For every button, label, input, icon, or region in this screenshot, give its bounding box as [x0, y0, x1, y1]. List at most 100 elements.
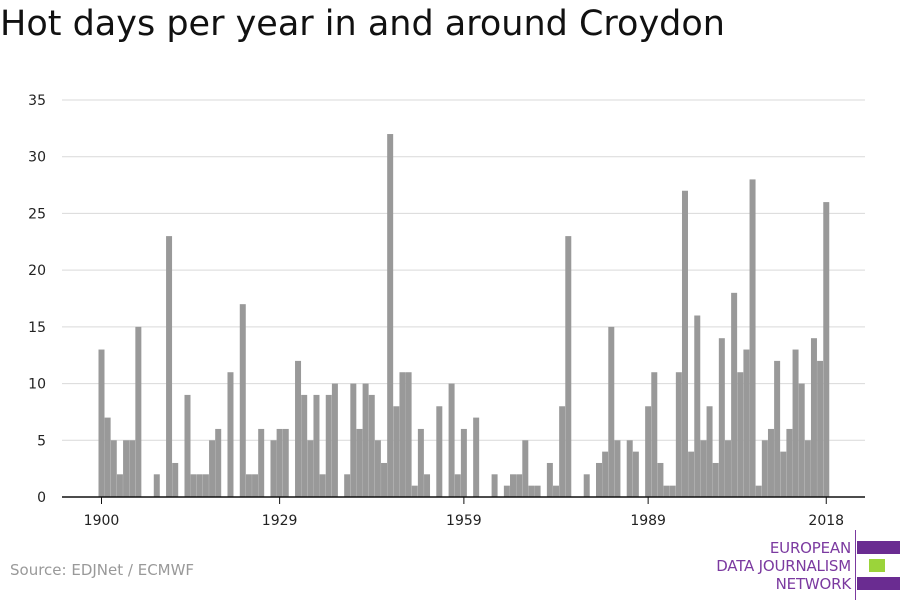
bar-1996: [688, 451, 695, 497]
bar-1919: [215, 428, 222, 497]
bar-2006: [749, 179, 756, 497]
bar-1935: [313, 394, 320, 497]
bar-1952: [417, 428, 424, 497]
x-tick-label: 1929: [262, 513, 298, 529]
bar-1970: [528, 485, 535, 497]
bar-1938: [331, 383, 338, 497]
y-tick-label: 20: [28, 263, 46, 279]
y-tick-label: 35: [28, 93, 46, 109]
bar-2013: [792, 349, 799, 497]
logo-line-1: EUROPEAN: [769, 539, 851, 557]
axes: 0 5 10 15 20 25 30 35 1900 1929 1959 1989 2018: [28, 93, 865, 529]
bar-1925: [252, 474, 259, 497]
bar-1946: [381, 462, 388, 497]
bar-1941: [350, 383, 357, 497]
y-tick-label: 15: [28, 320, 46, 336]
bar-1903: [116, 474, 123, 497]
chart-title: Hot days per year in and around Croydon: [0, 4, 725, 44]
bar-1993: [669, 485, 676, 497]
bar-2011: [780, 451, 787, 497]
bar-1953: [424, 474, 431, 497]
bar-1934: [307, 440, 314, 497]
bar-1984: [614, 440, 621, 497]
bar-1950: [405, 372, 412, 497]
bar-1990: [651, 372, 658, 497]
bar-1933: [301, 394, 308, 497]
bar-1989: [645, 406, 652, 497]
source-note: Source: EDJNet / ECMWF: [10, 561, 195, 579]
bar-1974: [553, 485, 560, 497]
bar-1932: [295, 360, 302, 497]
bar-1966: [503, 485, 510, 497]
bar-2014: [798, 383, 805, 497]
bar-1973: [546, 462, 553, 497]
bar-1902: [110, 440, 117, 497]
logo-bar-purple-bottom: [857, 577, 900, 590]
y-tick-label: 25: [28, 206, 46, 222]
bar-1986: [626, 440, 633, 497]
bar-1905: [129, 440, 136, 497]
bar-1955: [436, 406, 443, 497]
bar-1909: [153, 474, 160, 497]
bar-1982: [602, 451, 609, 497]
bar-1917: [202, 474, 209, 497]
bar-1906: [135, 326, 142, 497]
x-tick-label: 1900: [84, 513, 120, 529]
bar-2016: [810, 338, 817, 497]
bar-1928: [270, 440, 277, 497]
y-tick-label: 0: [37, 490, 46, 506]
bar-1936: [319, 474, 326, 497]
bar-1975: [559, 406, 566, 497]
bar-2003: [731, 292, 738, 497]
y-tick-label: 5: [37, 433, 46, 449]
bar-1991: [657, 462, 664, 497]
bar-1961: [473, 417, 480, 497]
bar-1951: [411, 485, 418, 497]
bar-1995: [681, 190, 688, 498]
bar-1924: [245, 474, 252, 497]
logo-line-2: DATA JOURNALISM: [716, 557, 851, 575]
bar-2017: [817, 360, 824, 497]
bar-1969: [522, 440, 529, 497]
bar-1992: [663, 485, 670, 497]
bar-1976: [565, 236, 572, 498]
bar-1916: [196, 474, 203, 497]
bar-1912: [172, 462, 179, 497]
bar-2010: [774, 360, 781, 497]
bar-2005: [743, 349, 750, 497]
x-tick-label: 2018: [808, 513, 844, 529]
logo-bar-purple-top: [857, 541, 900, 554]
bar-2001: [718, 338, 725, 497]
bar-1940: [344, 474, 351, 497]
bar-1971: [534, 485, 541, 497]
bar-1911: [166, 236, 173, 498]
bar-1923: [239, 304, 246, 497]
bar-1979: [583, 474, 590, 497]
bar-1947: [387, 134, 394, 497]
bar-1937: [325, 394, 332, 497]
bar-1998: [700, 440, 707, 497]
bar-2009: [767, 428, 774, 497]
bar-2012: [786, 428, 793, 497]
bar-1987: [632, 451, 639, 497]
bar-1921: [227, 372, 234, 497]
bar-2004: [737, 372, 744, 497]
grid-lines: [62, 99, 865, 441]
bar-1959: [460, 428, 467, 497]
bar-1949: [399, 372, 406, 497]
bar-1943: [362, 383, 369, 497]
bar-2002: [724, 440, 731, 497]
bar-1942: [356, 428, 363, 497]
bar-1994: [675, 372, 682, 497]
y-tick-label: 10: [28, 377, 46, 393]
bar-2015: [804, 440, 811, 497]
bar-1999: [706, 406, 713, 497]
bar-2018: [823, 202, 830, 497]
bar-1901: [104, 417, 111, 497]
bar-1900: [98, 349, 105, 497]
bar-1948: [393, 406, 400, 497]
logo-divider: [855, 530, 856, 600]
bar-1964: [491, 474, 498, 497]
bar-1981: [596, 462, 602, 497]
